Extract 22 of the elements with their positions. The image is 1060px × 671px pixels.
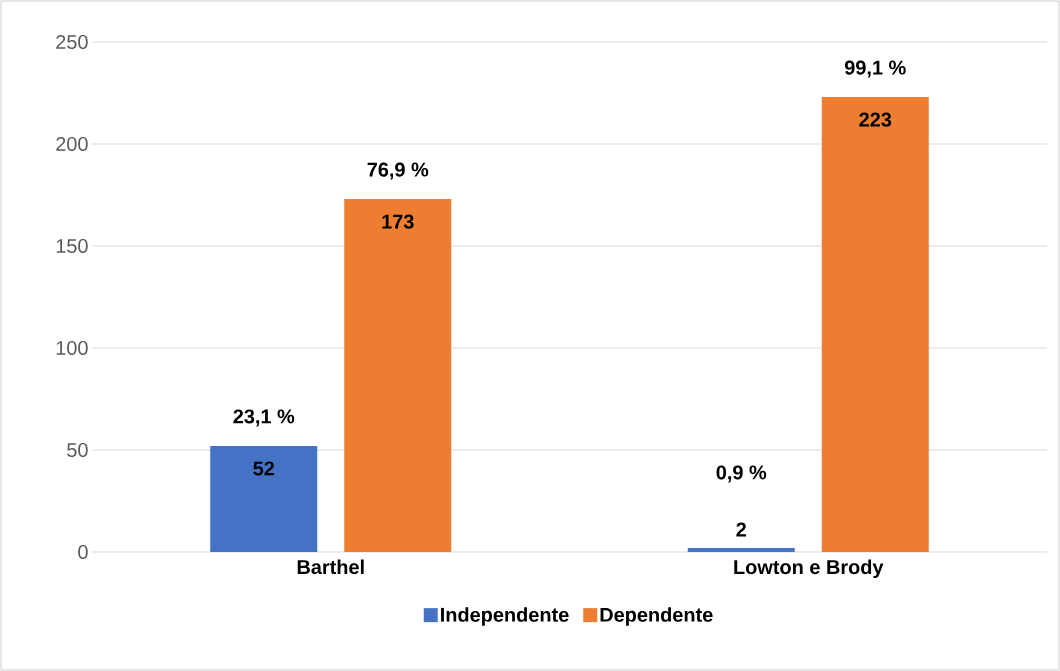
y-tick-label: 50 — [67, 442, 88, 458]
annotation: 76,9 % — [367, 162, 429, 180]
y-tick-label: 200 — [56, 136, 88, 152]
bar — [821, 97, 929, 552]
y-tick-label: 0 — [78, 544, 88, 560]
annotation: 23,1 % — [233, 409, 295, 427]
data-label: 223 — [859, 112, 892, 127]
x-tick-label: Barthel — [297, 559, 364, 575]
bar — [210, 445, 318, 552]
x-tick-label: Lowton e Brody — [734, 559, 884, 579]
bar — [687, 547, 795, 552]
data-label: 173 — [382, 214, 414, 229]
data-label: 52 — [253, 461, 275, 476]
y-tick-label: 100 — [56, 340, 88, 356]
annotation: 99,1 % — [844, 60, 906, 78]
bar — [344, 199, 452, 552]
legend-label: Dependente — [600, 607, 713, 626]
legend-label: Independente — [441, 607, 569, 626]
y-tick-label: 150 — [56, 238, 88, 254]
y-tick-label: 250 — [56, 34, 88, 50]
annotation: 0,9 % — [716, 465, 767, 483]
data-label: 2 — [736, 522, 746, 537]
